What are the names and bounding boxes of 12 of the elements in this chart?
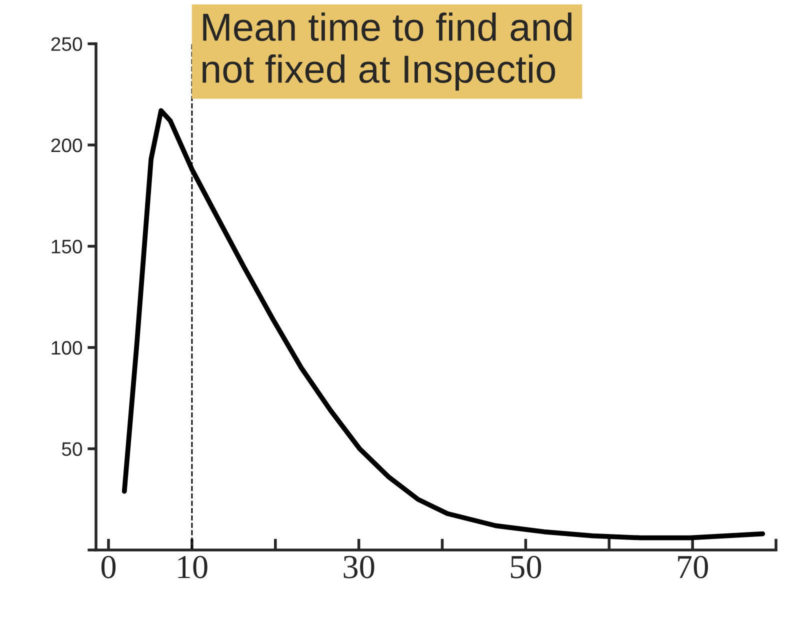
text: Mean time to find and bbox=[203, 12, 572, 42]
x-tick-label: 30 bbox=[344, 556, 374, 578]
annotation: not fixed at Inspectio bbox=[202, 54, 556, 91]
x-tick-label: 0 bbox=[101, 556, 116, 578]
x-tick-label: 10 bbox=[178, 556, 208, 578]
y-tick-label: 100 bbox=[52, 340, 82, 355]
y-tick-label: 200 bbox=[51, 138, 82, 152]
x-tick-label: 70 bbox=[678, 556, 708, 578]
y-tick-label: 50 bbox=[62, 442, 82, 456]
x-tick-label: 50 bbox=[510, 556, 542, 578]
y-tick-label: 250 bbox=[51, 37, 82, 51]
y-tick-label: 150 bbox=[52, 240, 82, 254]
